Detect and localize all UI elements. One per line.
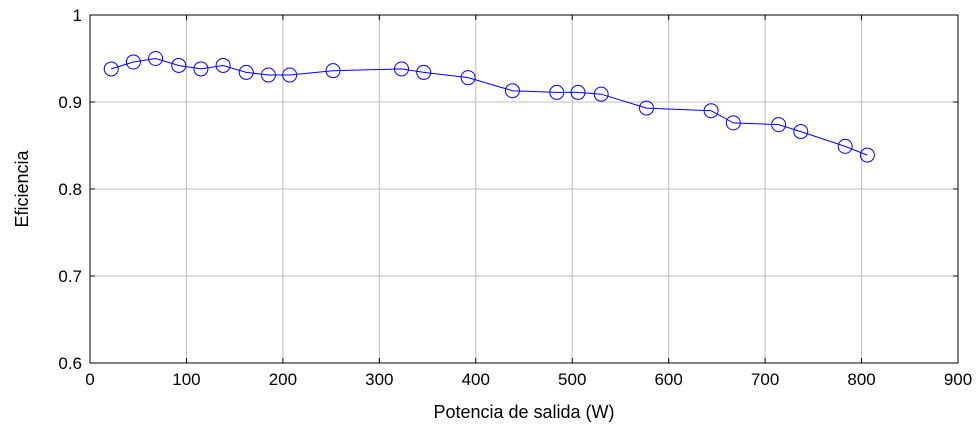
x-tick-label: 200 <box>269 370 297 389</box>
x-tick-label: 600 <box>654 370 682 389</box>
x-tick-label: 400 <box>462 370 490 389</box>
data-point <box>460 70 476 86</box>
data-point <box>171 57 187 73</box>
data-point <box>859 147 875 163</box>
data-point <box>593 86 609 102</box>
data-point <box>416 64 432 80</box>
y-tick-label: 0.9 <box>58 93 82 112</box>
data-point <box>725 115 741 131</box>
x-tick-label: 700 <box>751 370 779 389</box>
y-tick-label: 0.8 <box>58 180 82 199</box>
y-tick-labels: 0.6 0.7 0.8 0.9 1 <box>58 6 82 373</box>
y-axis-label: Eficiencia <box>12 149 32 227</box>
data-point <box>260 67 276 83</box>
data-point <box>103 61 119 77</box>
series-line <box>111 57 868 156</box>
data-point <box>703 103 719 119</box>
series-markers <box>103 51 875 163</box>
x-axis-label: Potencia de salida (W) <box>433 402 614 422</box>
data-point <box>325 63 341 79</box>
x-tick-label: 100 <box>172 370 200 389</box>
y-tick-label: 0.6 <box>58 354 82 373</box>
data-point <box>148 51 164 66</box>
x-tick-label: 500 <box>558 370 586 389</box>
x-tick-label: 800 <box>847 370 875 389</box>
x-tick-label: 300 <box>365 370 393 389</box>
data-point <box>125 54 141 70</box>
data-point <box>793 124 809 140</box>
data-point <box>549 84 565 100</box>
data-point <box>215 57 231 73</box>
x-tick-label: 0 <box>85 370 94 389</box>
grid <box>90 15 958 363</box>
data-point <box>193 61 209 77</box>
data-point <box>504 83 520 99</box>
data-point <box>771 117 787 133</box>
y-tick-label: 0.7 <box>58 267 82 286</box>
plot-frame <box>89 14 959 364</box>
x-tick-labels: 0 100 200 300 400 500 600 700 800 900 <box>85 370 972 389</box>
data-point <box>570 84 586 100</box>
data-point <box>638 100 654 116</box>
y-tick-label: 1 <box>73 6 82 25</box>
data-point <box>394 61 410 77</box>
x-tick-label: 900 <box>944 370 972 389</box>
ticks <box>89 14 959 364</box>
data-point <box>837 138 853 154</box>
data-point <box>238 64 254 80</box>
data-point <box>282 67 298 83</box>
